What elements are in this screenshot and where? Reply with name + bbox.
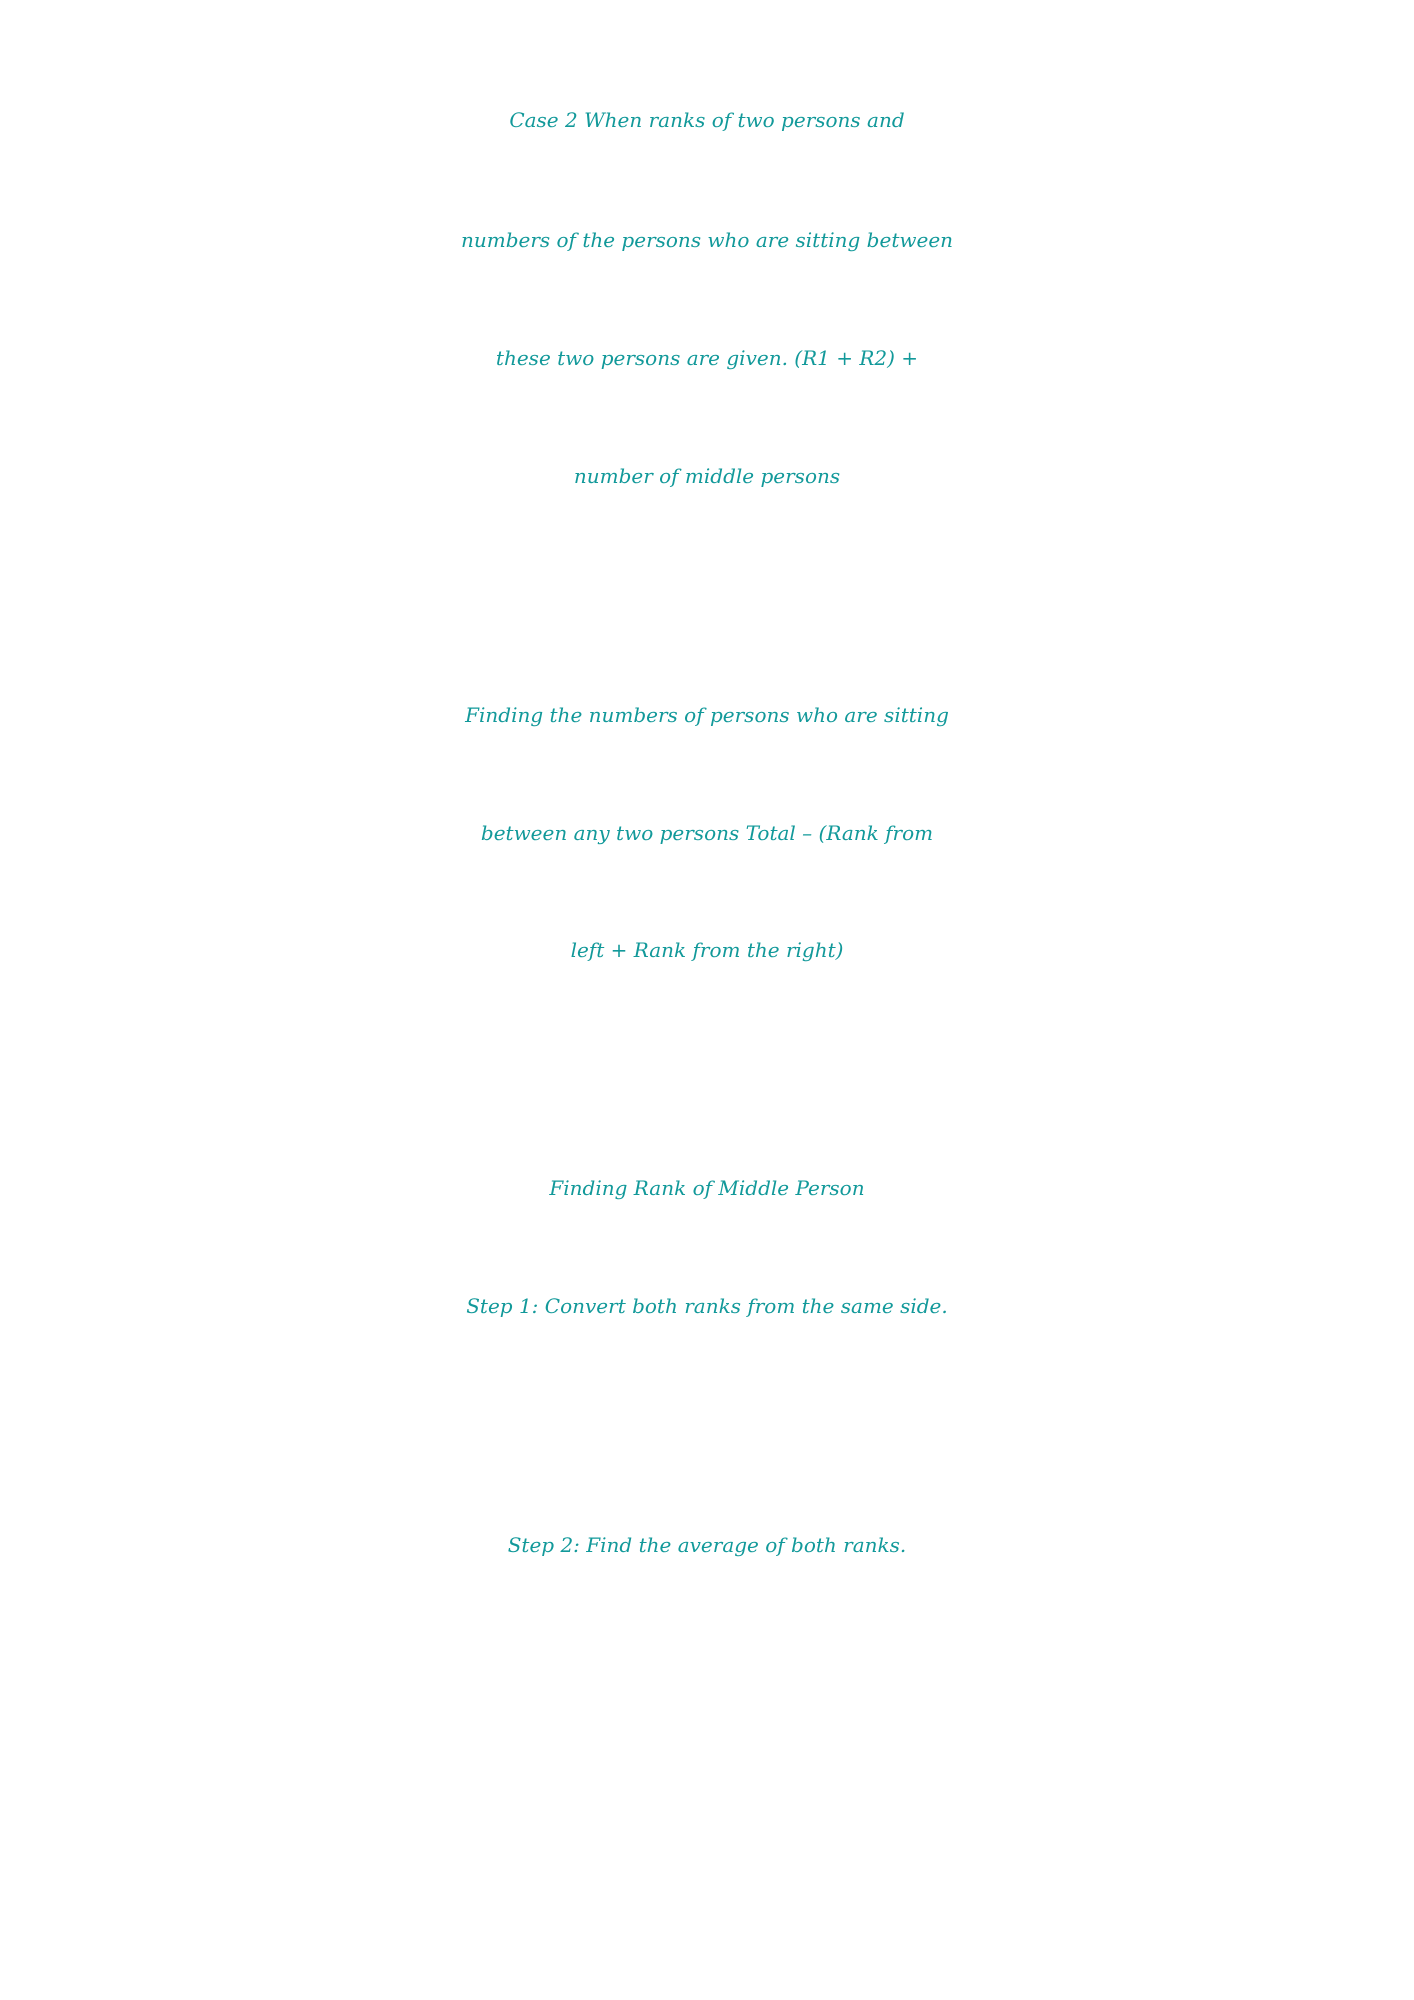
finding-persons-line-2: between any two persons Total – (Rank fr… bbox=[480, 821, 934, 845]
finding-persons-line-1: Finding the numbers of persons who are s… bbox=[465, 703, 949, 727]
case2-line-3: these two persons are given. (R1 + R2) + bbox=[495, 346, 919, 370]
finding-persons-line-3: left + Rank from the right) bbox=[570, 938, 844, 962]
middle-person-heading: Finding Rank of Middle Person bbox=[549, 1176, 865, 1200]
step-1-text: Step 1: Convert both ranks from the same… bbox=[466, 1294, 948, 1318]
case2-line-2: numbers of the persons who are sitting b… bbox=[460, 228, 954, 252]
step-2-text: Step 2: Find the average of both ranks. bbox=[507, 1533, 907, 1557]
case2-line-1: Case 2 When ranks of two persons and bbox=[509, 108, 905, 132]
case2-line-4: number of middle persons bbox=[573, 464, 841, 488]
